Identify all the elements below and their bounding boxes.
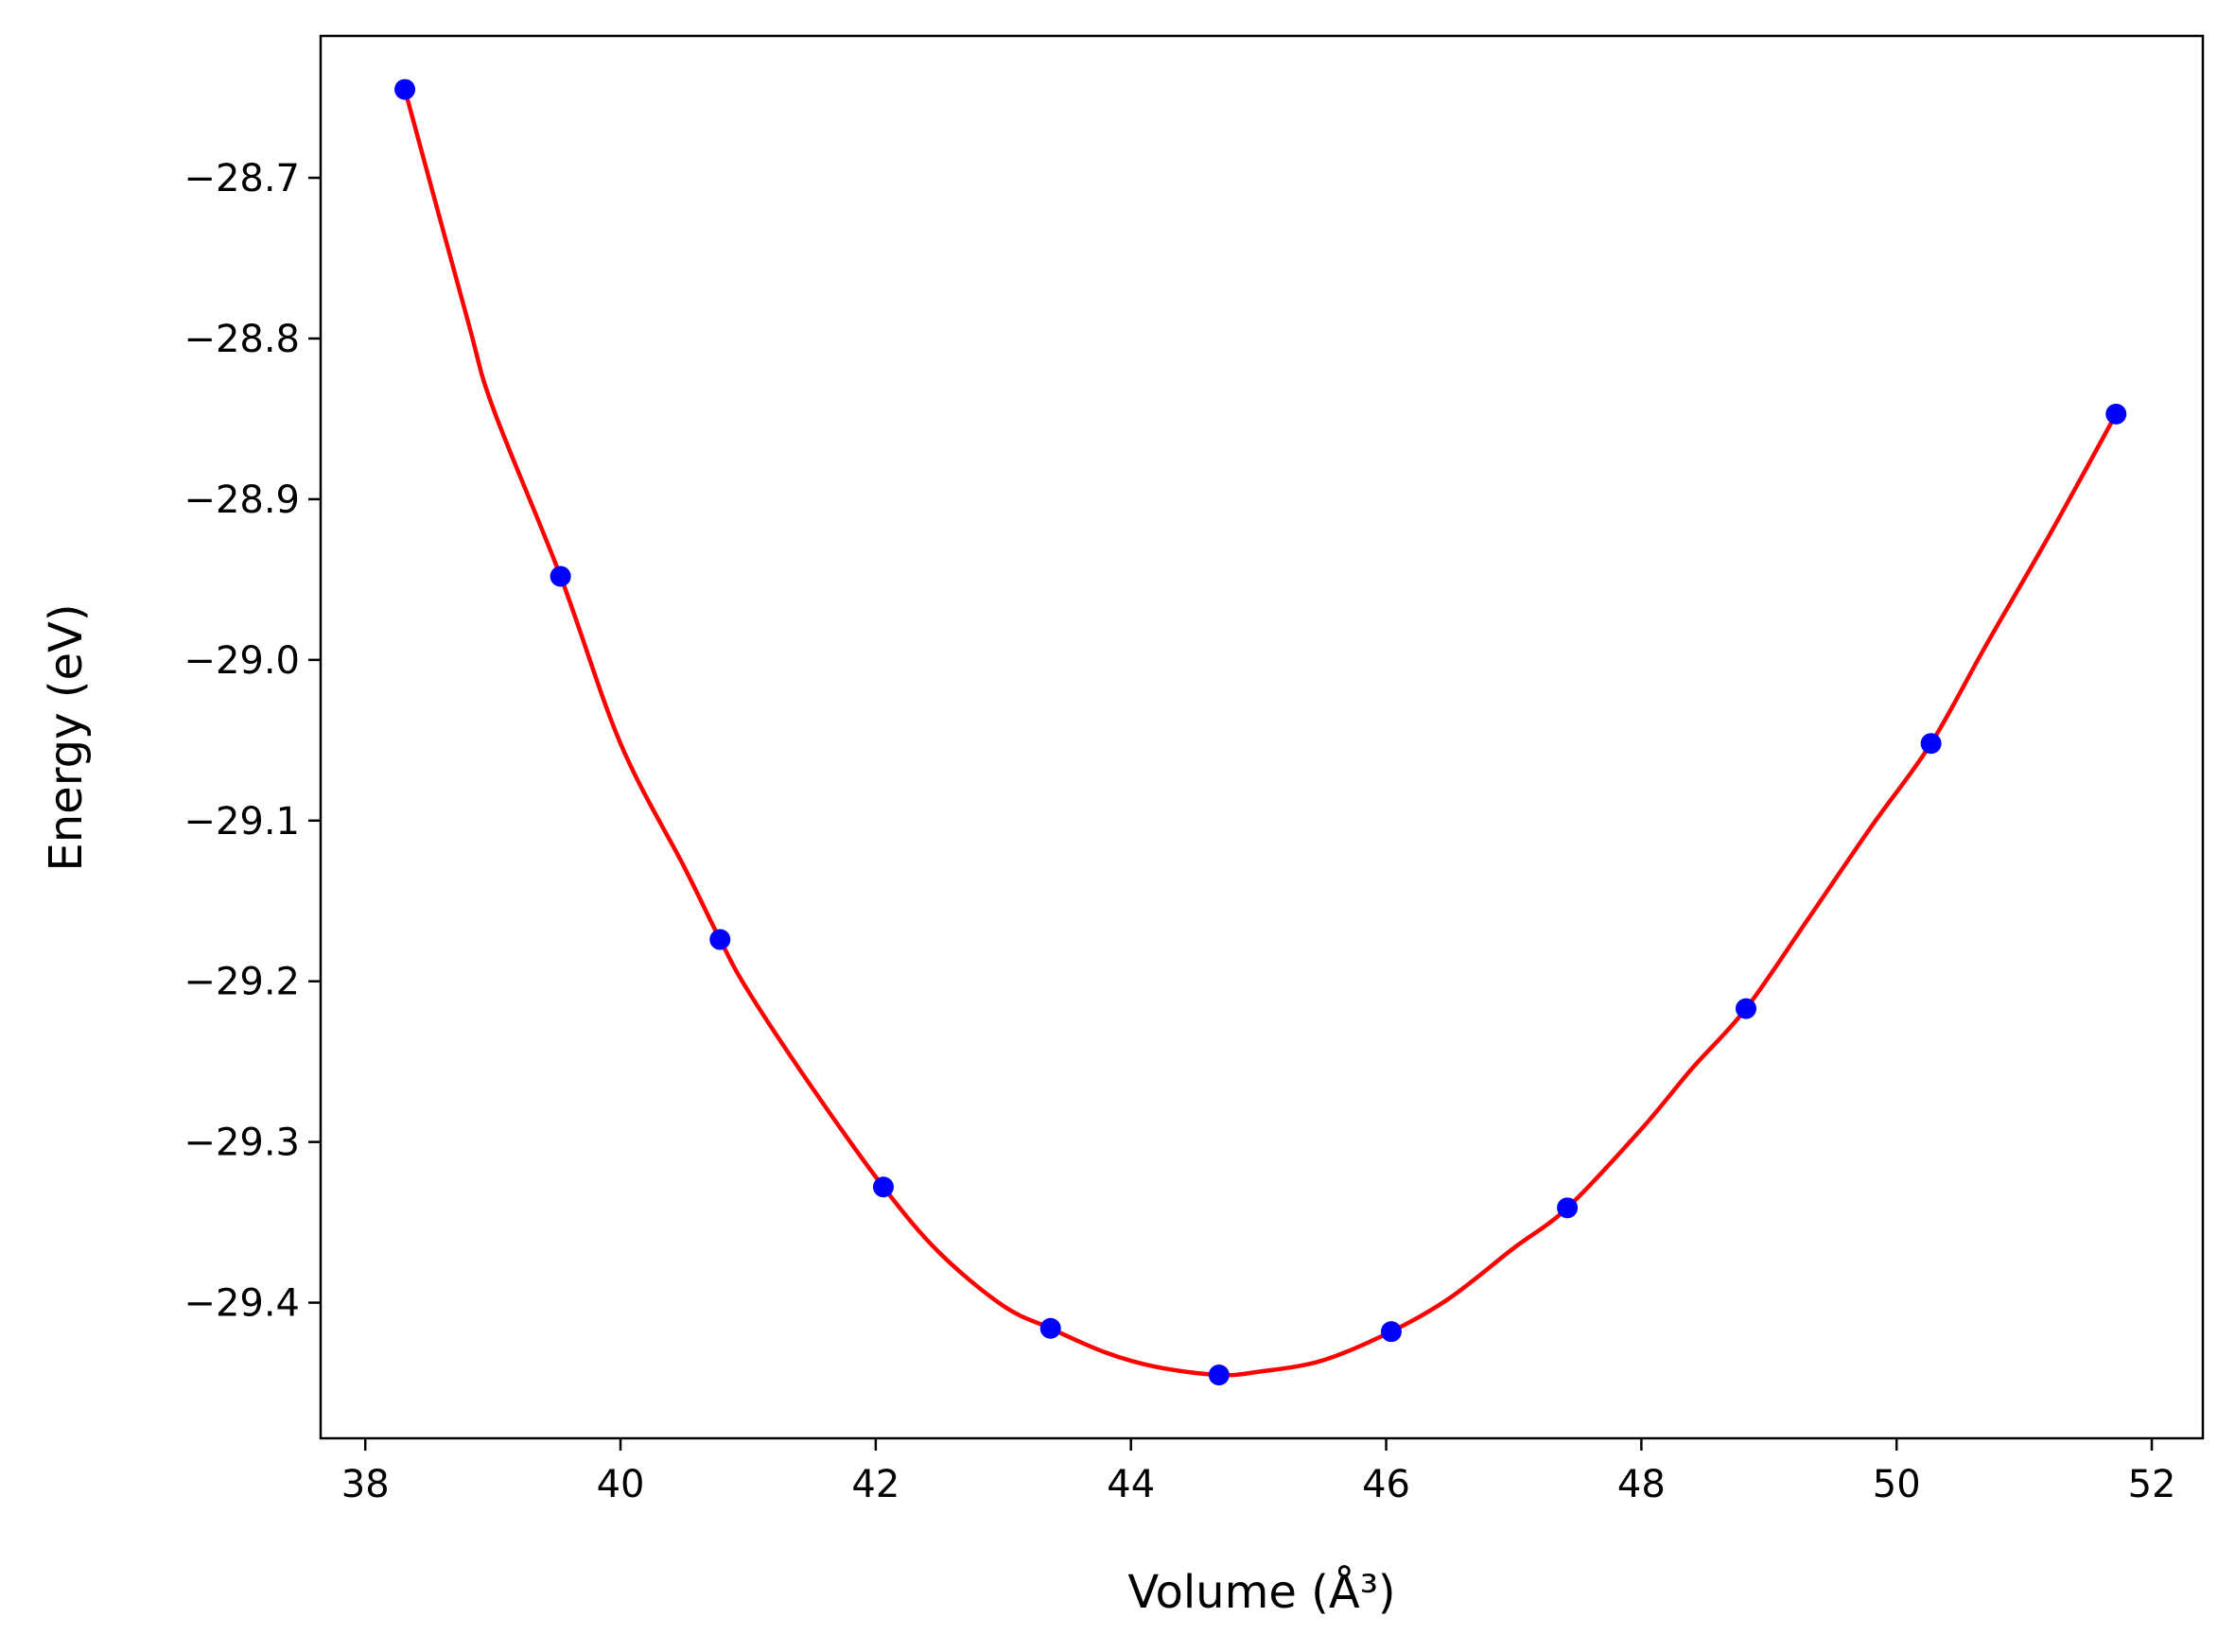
- x-tick-label: 44: [1107, 1463, 1155, 1506]
- data-point: [1557, 1197, 1579, 1219]
- data-point: [872, 1176, 894, 1198]
- data-point: [1208, 1365, 1230, 1386]
- data-point: [709, 929, 731, 950]
- data-point: [1039, 1317, 1061, 1339]
- data-point: [1380, 1321, 1402, 1343]
- fit-curve: [402, 88, 2119, 1378]
- x-tick-label: 38: [341, 1463, 390, 1506]
- plot-frame: [319, 34, 2205, 1440]
- x-tick-label: 52: [2128, 1463, 2176, 1506]
- x-tick-label: 48: [1617, 1463, 1666, 1506]
- x-axis-label: Volume (Å³): [1127, 1565, 1395, 1619]
- x-tick-label: 40: [597, 1463, 645, 1506]
- data-point: [1736, 998, 1757, 1019]
- tick-layer: 38 40 42 44 46 48 50 52 −29.4 −29.3 −29.2 −29.1 −29.…: [183, 157, 2175, 1506]
- data-point: [394, 78, 416, 100]
- data-point: [1920, 733, 1942, 755]
- y-tick-label: −29.2: [183, 961, 300, 1004]
- series-layer: [394, 78, 2127, 1386]
- y-tick-label: −28.9: [183, 478, 300, 522]
- y-axis-label: Energy (eV): [40, 603, 93, 871]
- y-tick-label: −28.8: [183, 318, 300, 361]
- y-tick-label: −29.4: [183, 1282, 300, 1326]
- y-tick-label: −28.7: [183, 157, 300, 200]
- x-tick-label: 50: [1873, 1463, 1921, 1506]
- data-point: [2105, 403, 2127, 425]
- data-point: [550, 565, 571, 587]
- y-tick-label: −29.3: [183, 1122, 300, 1165]
- y-tick-label: −29.0: [183, 639, 300, 683]
- x-tick-label: 46: [1362, 1463, 1410, 1506]
- x-tick-label: 42: [851, 1463, 899, 1506]
- y-tick-label: −29.1: [183, 800, 300, 843]
